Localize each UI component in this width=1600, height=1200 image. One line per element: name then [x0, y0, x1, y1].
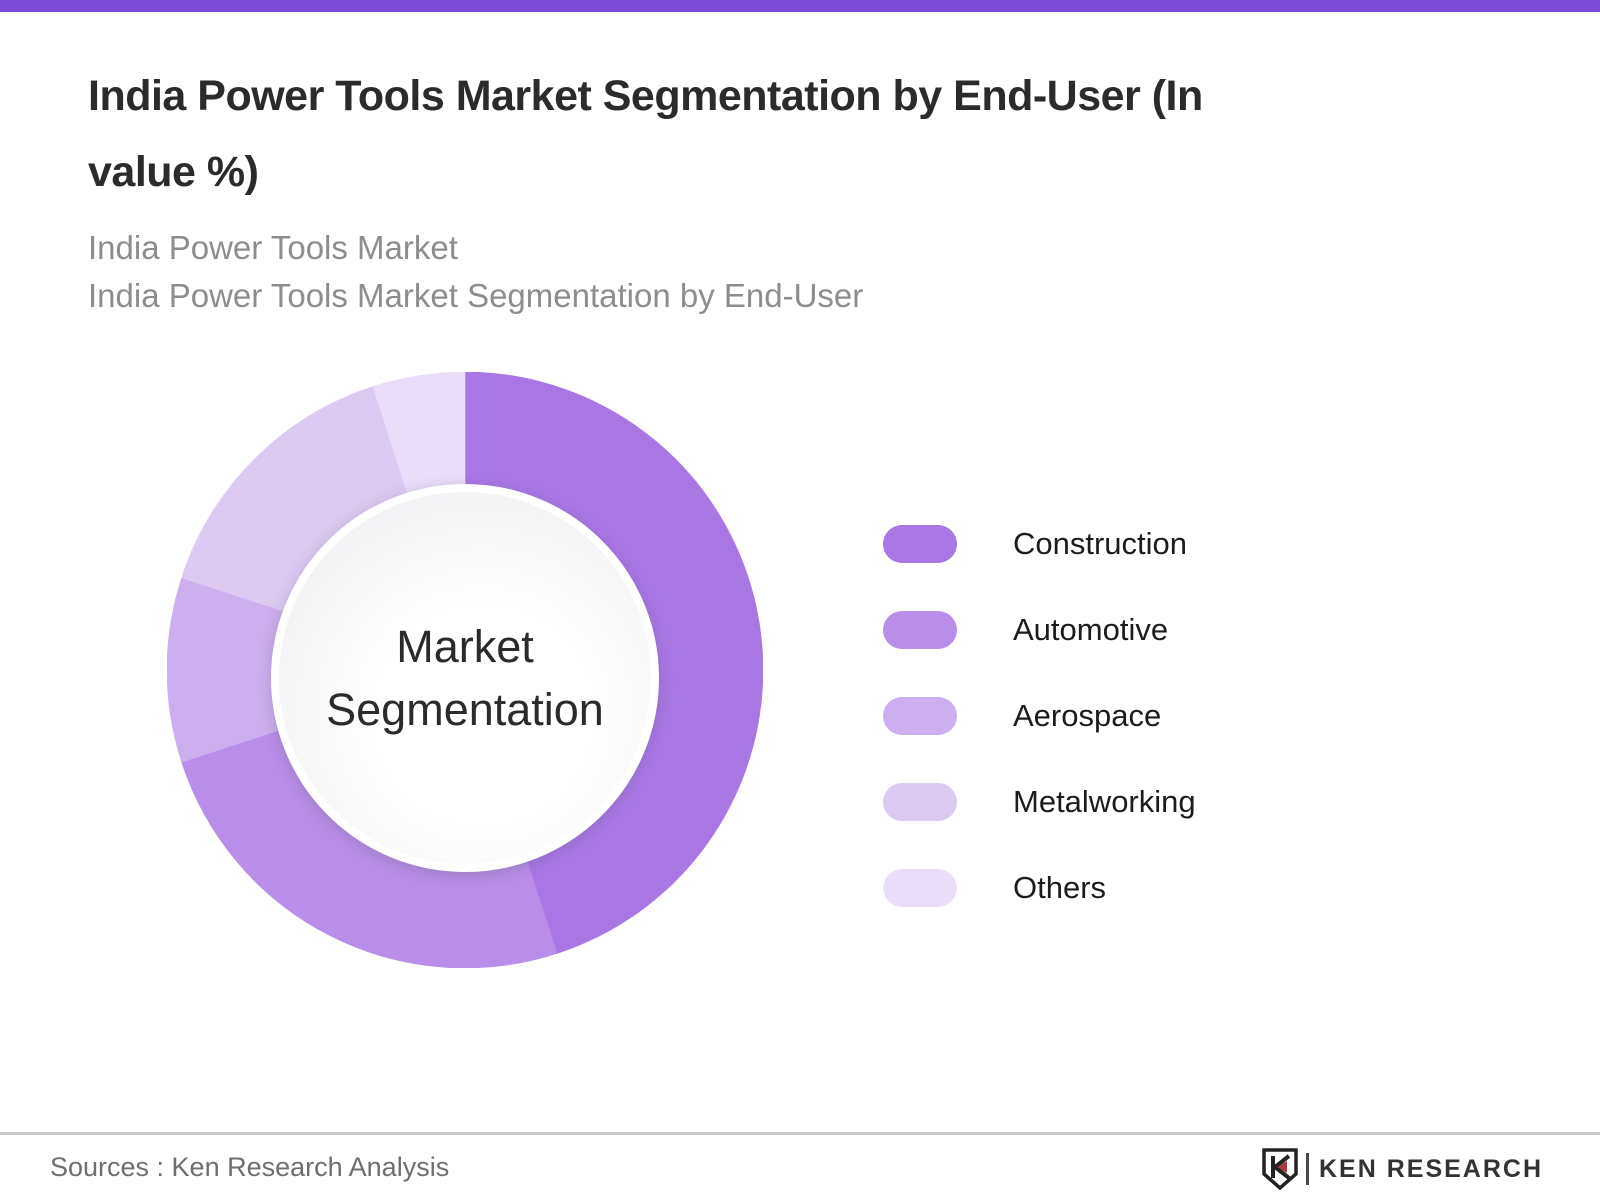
legend-swatch-aerospace [883, 697, 957, 735]
legend-item-metalworking: Metalworking [883, 783, 1196, 821]
ken-research-logo: KEN RESEARCH [1262, 1148, 1543, 1190]
legend-item-aerospace: Aerospace [883, 697, 1196, 735]
legend-label-metalworking: Metalworking [1013, 784, 1196, 819]
chart-legend: Construction Automotive Aerospace Metalw… [883, 525, 1196, 955]
source-text: Sources : Ken Research Analysis [50, 1152, 450, 1182]
ken-research-shield-icon [1262, 1148, 1298, 1190]
donut-center-circle: Market Segmentation [271, 484, 659, 872]
legend-swatch-metalworking [883, 783, 957, 821]
legend-item-others: Others [883, 869, 1196, 907]
legend-item-automotive: Automotive [883, 611, 1196, 649]
subtitle-line-2: India Power Tools Market Segmentation by… [88, 277, 864, 314]
legend-label-aerospace: Aerospace [1013, 698, 1162, 733]
legend-label-construction: Construction [1013, 526, 1188, 561]
legend-swatch-automotive [883, 611, 957, 649]
legend-label-automotive: Automotive [1013, 612, 1169, 647]
subtitle-line-1: India Power Tools Market [88, 229, 458, 266]
page-title-line-1: India Power Tools Market Segmentation by… [88, 72, 1203, 120]
logo-wordmark: KEN RESEARCH [1319, 1154, 1544, 1183]
donut-chart: Market Segmentation [167, 372, 763, 968]
legend-item-construction: Construction [883, 525, 1196, 563]
legend-swatch-others [883, 869, 957, 907]
legend-swatch-construction [883, 525, 957, 563]
legend-label-others: Others [1013, 870, 1107, 905]
accent-top-bar [0, 0, 1600, 12]
footer-divider [0, 1132, 1600, 1135]
logo-divider-bar [1306, 1153, 1309, 1185]
page-title-line-2: value %) [88, 148, 259, 196]
header: India Power Tools Market Segmentation by… [88, 58, 1488, 320]
donut-center-label: Market Segmentation [326, 621, 604, 735]
